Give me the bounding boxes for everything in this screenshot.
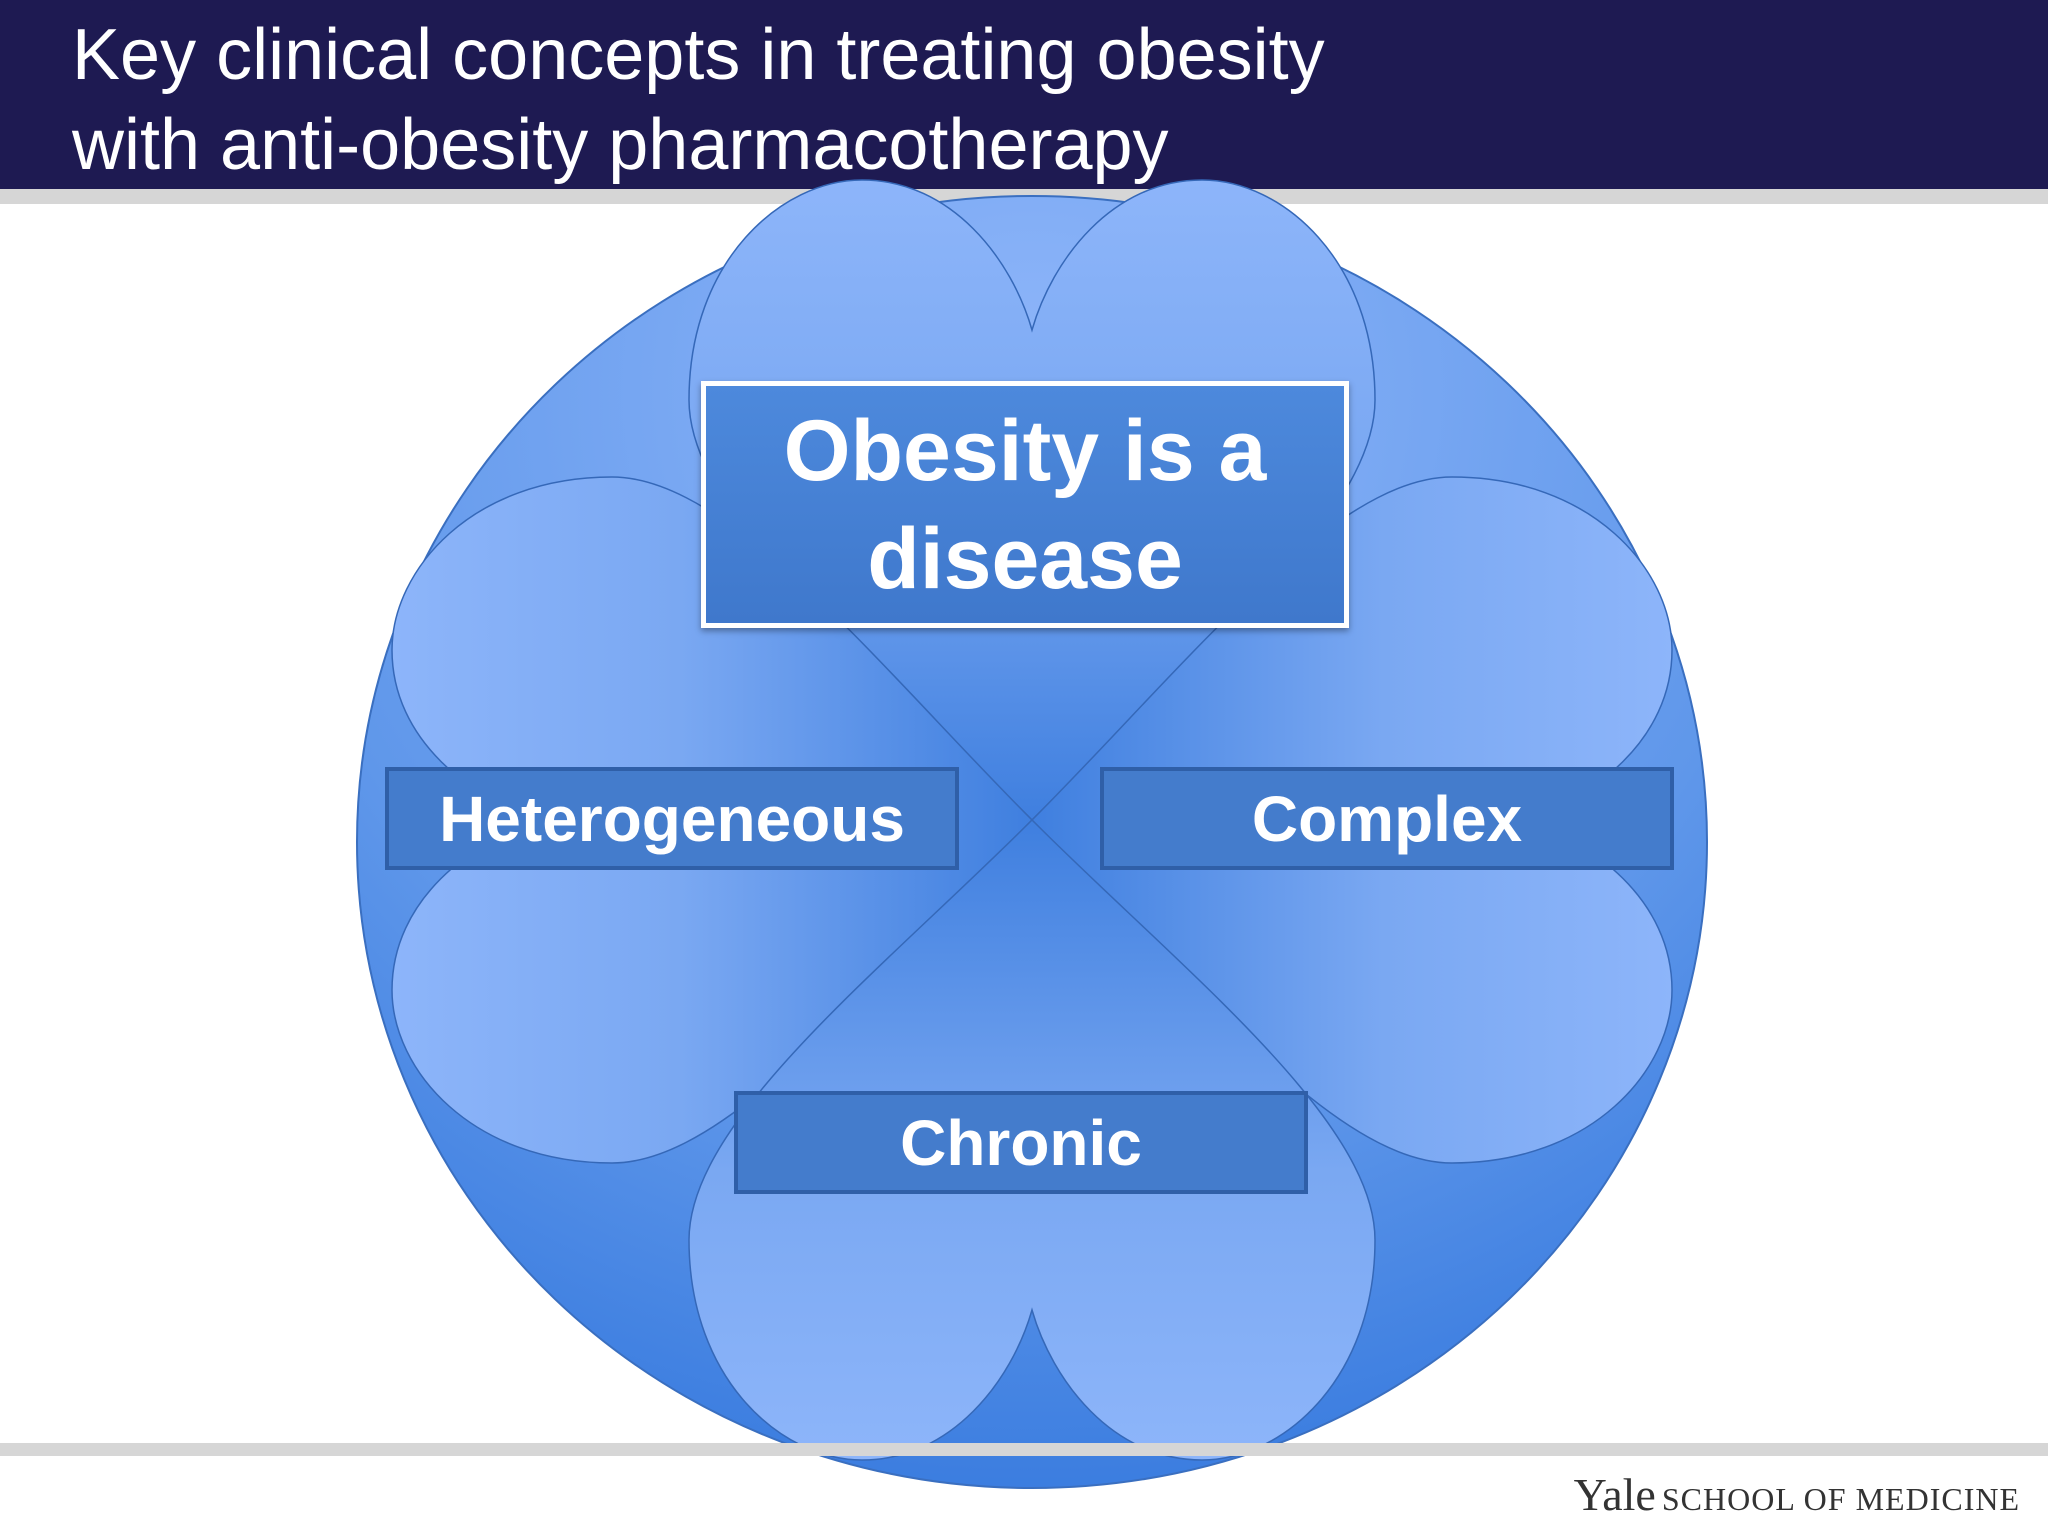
footer-unit: SCHOOL OF MEDICINE (1661, 1481, 2020, 1517)
footer: Yale SCHOOL OF MEDICINE (1574, 1468, 2020, 1521)
right-label: Complex (1100, 767, 1674, 870)
left-label: Heterogeneous (385, 767, 959, 870)
footer-rule (0, 1443, 2048, 1456)
center-line: Obesity is a (783, 402, 1267, 499)
footer-brand: Yale (1573, 1469, 1656, 1520)
title-line: Key clinical concepts in treating obesit… (72, 15, 1325, 95)
title-line: with anti-obesity pharmacotherapy (72, 105, 1169, 185)
header-bar: Key clinical concepts in treating obesit… (0, 0, 2048, 189)
bottom-label: Chronic (734, 1091, 1308, 1194)
center-line: disease (867, 510, 1183, 607)
center-box: Obesity is a disease (701, 381, 1349, 628)
